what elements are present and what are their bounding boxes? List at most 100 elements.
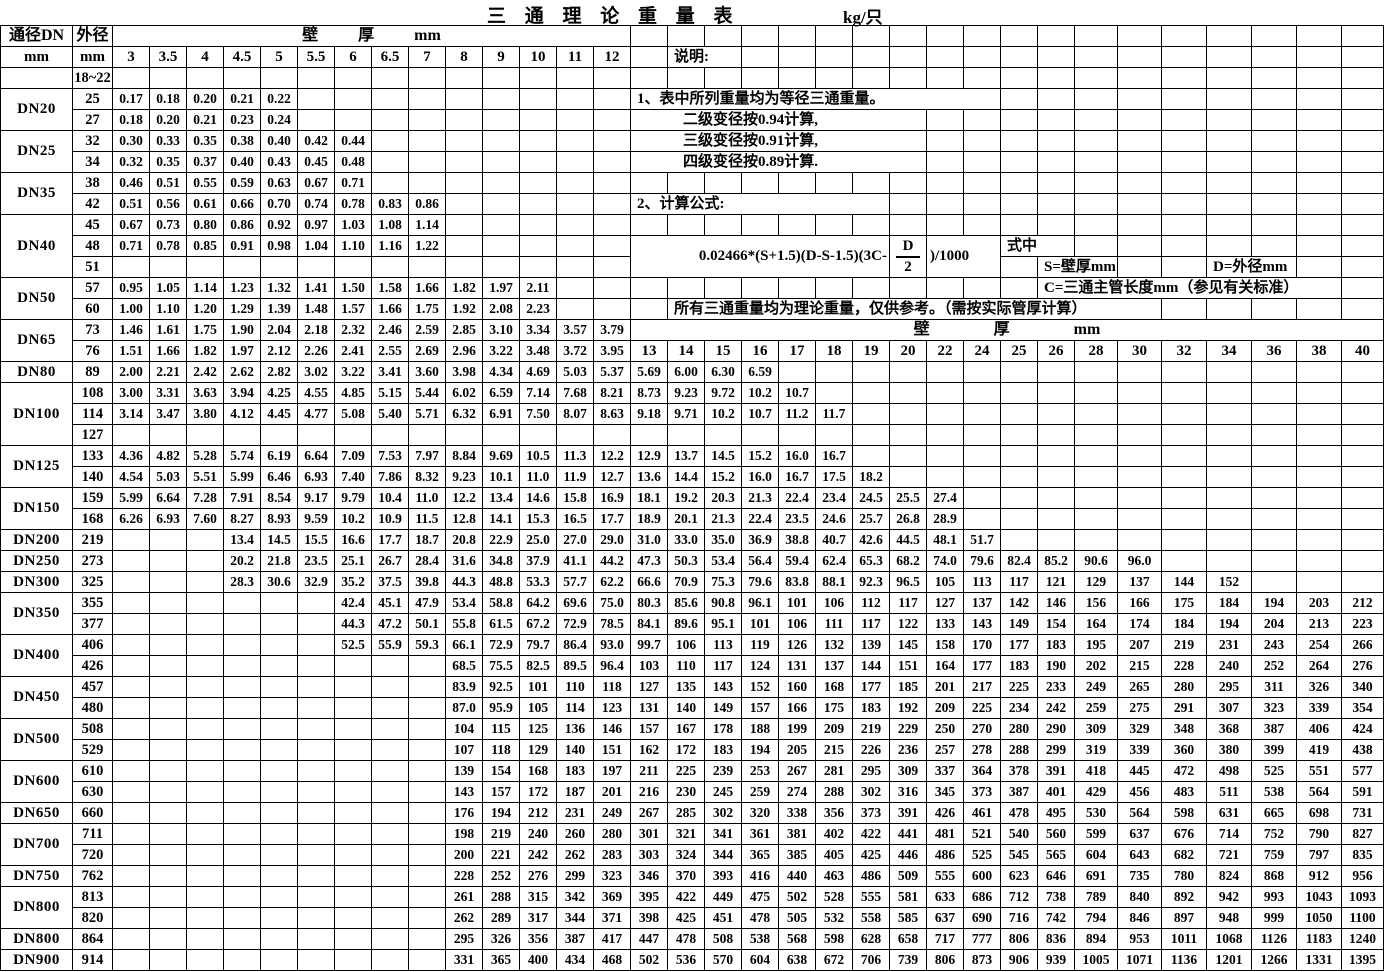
empty-cell [112,67,150,89]
empty-cell [741,424,779,446]
data-cell: 5.28 [186,445,224,467]
data-cell: 281 [815,760,853,782]
data-cell: 505 [778,907,816,929]
data-cell: 90.8 [704,592,742,614]
data-cell: 565 [1037,844,1075,866]
empty-cell [1251,466,1297,488]
thickness-col-header: 3 [112,46,150,68]
empty-cell [371,949,409,971]
col-header-od: 外径 [72,25,113,47]
empty-cell [519,256,557,278]
empty-cell [1341,571,1384,593]
data-cell: 2.62 [223,361,261,383]
empty-cell [260,676,298,698]
empty-cell [1341,361,1384,383]
data-cell: 92.5 [482,676,520,698]
data-cell: 252 [482,865,520,887]
data-cell: 127 [630,676,668,698]
thickness-col-header: 40 [1341,340,1384,362]
data-cell: 25.1 [334,550,372,572]
empty-cell [1206,88,1252,110]
data-cell: 0.67 [112,214,150,236]
empty-cell [334,109,372,131]
data-cell: 52.5 [334,634,372,656]
data-cell: 44.3 [445,571,483,593]
empty-cell [1206,67,1252,89]
empty-cell [1000,214,1038,236]
data-cell: 51.7 [963,529,1001,551]
data-cell: 894 [1074,928,1118,950]
empty-cell [1117,382,1162,404]
data-cell: 16.6 [334,529,372,551]
data-cell: 7.28 [186,487,224,509]
data-cell: 16.0 [741,466,779,488]
empty-cell [556,88,594,110]
data-cell: 83.8 [778,571,816,593]
data-cell: 132 [815,634,853,656]
empty-cell [1000,67,1038,89]
data-cell: 6.30 [704,361,742,383]
data-cell: 127 [926,592,964,614]
empty-cell [889,46,927,68]
empty-cell [260,886,298,908]
data-cell: 794 [1074,907,1118,929]
empty-cell [112,781,150,803]
data-cell: 4.45 [260,403,298,425]
empty-cell [630,214,668,236]
data-cell: 824 [1206,865,1252,887]
data-cell: 0.51 [149,172,187,194]
data-cell: 168 [815,676,853,698]
data-cell: 89.5 [556,655,594,677]
empty-cell [1206,130,1252,152]
data-cell: 299 [556,865,594,887]
empty-cell [852,424,890,446]
data-cell: 581 [889,886,927,908]
empty-cell [112,256,150,278]
data-cell: 21.3 [741,487,779,509]
empty-cell [1296,382,1342,404]
empty-cell [1074,361,1118,383]
empty-cell [1251,361,1297,383]
data-cell: 426 [926,802,964,824]
empty-cell [1296,508,1342,530]
data-cell: 0.48 [334,151,372,173]
empty-cell [1074,151,1118,173]
empty-cell [482,67,520,89]
data-cell: 25.5 [889,487,927,509]
empty-cell [408,865,446,887]
data-cell: 34.8 [482,550,520,572]
data-cell: 11.5 [408,508,446,530]
empty-cell [371,802,409,824]
data-cell: 31.6 [445,550,483,572]
data-cell: 827 [1341,823,1384,845]
empty-cell [630,172,668,194]
data-cell: 9.79 [334,487,372,509]
data-cell: 48.1 [926,529,964,551]
data-cell: 738 [1037,886,1075,908]
empty-cell [1341,151,1384,173]
data-cell: 151 [889,655,927,677]
empty-cell [334,718,372,740]
empty-cell [926,130,964,152]
empty-cell [963,25,1001,47]
empty-cell [1296,487,1342,509]
data-cell: 288 [815,781,853,803]
data-cell: 139 [852,634,890,656]
thickness-col-header: 20 [889,340,927,362]
data-cell: 13.6 [630,466,668,488]
data-cell: 20.3 [704,487,742,509]
data-cell: 26.8 [889,508,927,530]
data-cell: 242 [1037,697,1075,719]
data-cell: 1093 [1341,886,1384,908]
data-cell: 212 [519,802,557,824]
table-row: 34 0.32 0.35 0.37 0.40 0.43 0.45 0.48 四级变径按0.89计… [1,151,1384,173]
data-cell: 676 [1161,823,1207,845]
empty-cell [482,130,520,152]
data-cell: 10.9 [371,508,409,530]
empty-cell [1251,445,1297,467]
data-cell: 22.4 [778,487,816,509]
data-cell: 260 [556,823,594,845]
table-row: 480 87.0 95.9 105 114 123 131 140 149 157 166 175 18… [1,697,1384,719]
data-cell: 195 [1074,634,1118,656]
data-cell: 289 [482,907,520,929]
